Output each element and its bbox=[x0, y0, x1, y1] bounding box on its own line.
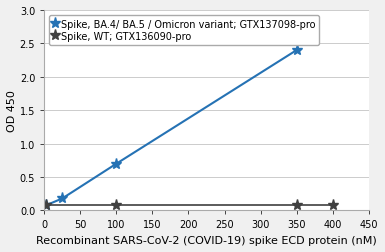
Spike, BA.4/ BA.5 / Omicron variant; GTX137098-pro bbox=[114, 163, 119, 166]
Y-axis label: OD 450: OD 450 bbox=[7, 90, 17, 132]
Spike, WT; GTX136090-pro bbox=[114, 204, 119, 207]
Spike, WT; GTX136090-pro bbox=[44, 204, 49, 207]
Spike, WT; GTX136090-pro bbox=[295, 204, 299, 207]
Spike, BA.4/ BA.5 / Omicron variant; GTX137098-pro bbox=[295, 49, 299, 52]
Line: Spike, WT; GTX136090-pro: Spike, WT; GTX136090-pro bbox=[41, 200, 338, 211]
Spike, BA.4/ BA.5 / Omicron variant; GTX137098-pro bbox=[44, 204, 49, 207]
Spike, WT; GTX136090-pro bbox=[330, 204, 335, 207]
Legend: Spike, BA.4/ BA.5 / Omicron variant; GTX137098-pro, Spike, WT; GTX136090-pro: Spike, BA.4/ BA.5 / Omicron variant; GTX… bbox=[49, 16, 319, 45]
Line: Spike, BA.4/ BA.5 / Omicron variant; GTX137098-pro: Spike, BA.4/ BA.5 / Omicron variant; GTX… bbox=[41, 45, 302, 211]
X-axis label: Recombinant SARS-CoV-2 (COVID-19) spike ECD protein (nM): Recombinant SARS-CoV-2 (COVID-19) spike … bbox=[36, 235, 377, 245]
Spike, BA.4/ BA.5 / Omicron variant; GTX137098-pro bbox=[60, 197, 65, 200]
